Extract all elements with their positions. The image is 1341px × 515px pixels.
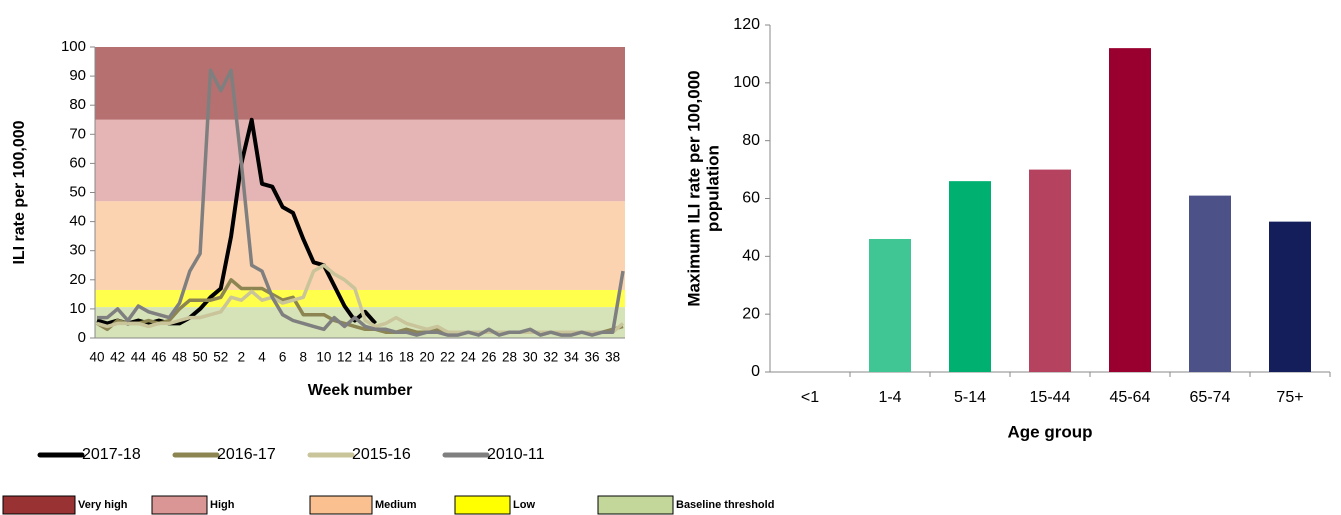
x-tick-label: 1-4 (878, 389, 901, 406)
x-tick-label: 65-74 (1190, 389, 1231, 406)
series-line (97, 68, 625, 337)
y-tick-label: 60 (69, 154, 86, 171)
x-tick-label: 40 (89, 350, 104, 365)
legend-label: Baseline threshold (676, 499, 774, 511)
x-tick-label: 14 (358, 350, 374, 365)
legend-label: 2010-11 (487, 446, 545, 463)
x-tick-label: 44 (131, 350, 147, 365)
y-tick-label: 20 (69, 271, 86, 288)
x-tick-label: 52 (213, 350, 228, 365)
bar (1109, 48, 1151, 373)
y-tick-label: 120 (733, 16, 760, 33)
x-tick-label: 4 (258, 350, 266, 365)
legend-label: Low (513, 499, 535, 511)
x-tick-label: 16 (378, 350, 393, 365)
y-tick-label: 0 (78, 329, 86, 346)
x-tick-label: 30 (523, 350, 538, 365)
bar (1189, 195, 1231, 372)
x-tick-label: 48 (172, 350, 187, 365)
x-tick-label: 26 (481, 350, 496, 365)
bar (1269, 221, 1311, 372)
x-tick-label: 28 (502, 350, 517, 365)
x-tick-label: 18 (399, 350, 414, 365)
y-tick-label: 60 (742, 190, 760, 207)
legend-label: 2015-16 (352, 446, 411, 463)
legend-label: Medium (375, 499, 417, 511)
x-tick-label: 10 (316, 350, 331, 365)
y-tick-label: 100 (733, 74, 760, 91)
x-tick-label: 6 (279, 350, 287, 365)
legend-swatch (151, 495, 208, 515)
y-tick-label: 80 (69, 96, 86, 113)
x-tick-label: 2 (238, 350, 246, 365)
y-axis-label: Maximum ILI rate per 100,000 (684, 70, 703, 306)
x-tick-label: 42 (110, 350, 125, 365)
bar (1029, 169, 1071, 372)
bar (869, 238, 911, 372)
x-tick-label: 45-64 (1110, 389, 1151, 406)
x-tick-label: 24 (461, 350, 477, 365)
y-tick-label: 10 (69, 300, 86, 317)
legend-label: 2017-18 (82, 446, 141, 463)
band (95, 47, 625, 120)
y-tick-label: 40 (69, 213, 86, 230)
x-tick-label: 38 (605, 350, 620, 365)
x-tick-label: 20 (420, 350, 435, 365)
x-tick-label: 34 (564, 350, 580, 365)
band (95, 201, 625, 290)
x-tick-label: 8 (300, 350, 308, 365)
x-axis-label: Age group (1008, 422, 1093, 441)
legend-label: High (210, 499, 235, 511)
legend-swatch (454, 495, 511, 515)
x-tick-label: 75+ (1276, 389, 1303, 406)
y-tick-label: 30 (69, 242, 86, 259)
x-tick-label: 36 (585, 350, 600, 365)
y-tick-label: 90 (69, 67, 86, 84)
y-tick-label: 40 (742, 248, 760, 265)
legend-swatch (2, 495, 76, 515)
x-tick-label: 32 (543, 350, 558, 365)
bar (949, 181, 991, 372)
x-axis-label: Week number (308, 382, 413, 399)
x-tick-label: 50 (193, 350, 208, 365)
x-tick-label: 15-44 (1030, 389, 1071, 406)
y-tick-label: 50 (69, 183, 86, 200)
y-tick-label: 100 (61, 38, 86, 55)
x-tick-label: 12 (337, 350, 352, 365)
legend-label: 2016-17 (217, 446, 276, 463)
x-tick-label: 22 (440, 350, 455, 365)
y-tick-label: 0 (751, 363, 760, 380)
x-tick-label: <1 (801, 389, 819, 406)
x-tick-label: 46 (151, 350, 166, 365)
band (95, 119, 625, 202)
x-tick-label: 5-14 (954, 389, 986, 406)
y-axis-label: ILI rate per 100,000 (11, 120, 28, 264)
y-tick-label: 80 (742, 132, 760, 149)
legend-label: Very high (78, 499, 128, 511)
y-tick-label: 20 (742, 305, 760, 322)
y-tick-label: 70 (69, 125, 86, 142)
y-axis-label: population (703, 145, 722, 232)
legend-swatch (597, 495, 674, 515)
legend-swatch (309, 495, 373, 515)
